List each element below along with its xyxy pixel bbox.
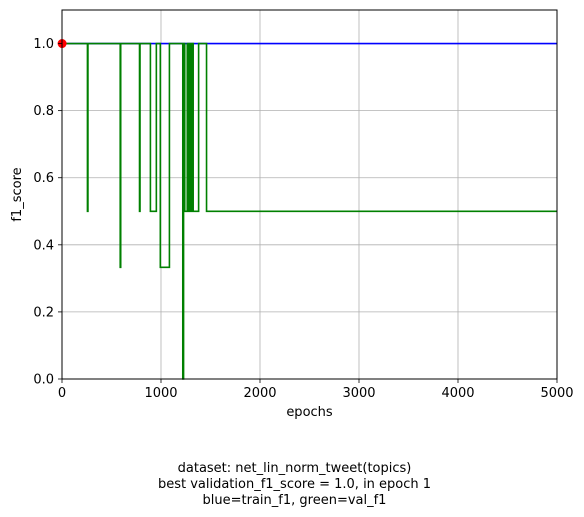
plot-frame <box>61 9 558 380</box>
x-axis-ticks: 0 1000 2000 3000 4000 5000 <box>58 379 574 401</box>
y-tick-label: 0.6 <box>33 171 54 186</box>
x-axis-label: epochs <box>286 405 333 420</box>
caption-line: dataset: net_lin_norm_tweet(topics) <box>178 461 412 476</box>
y-tick-label: 0.8 <box>33 104 54 119</box>
x-tick-label: 5000 <box>540 386 573 401</box>
plot-background <box>62 10 557 379</box>
x-tick-label: 0 <box>58 386 66 401</box>
x-tick-label: 1000 <box>144 386 177 401</box>
x-tick-label: 3000 <box>342 386 375 401</box>
y-tick-label: 1.0 <box>33 37 54 52</box>
y-axis-ticks: 0.0 0.2 0.4 0.6 0.8 1.0 <box>33 37 62 388</box>
y-tick-label: 0.4 <box>33 238 54 253</box>
val-f1-line <box>62 42 557 380</box>
caption: dataset: net_lin_norm_tweet(topics)best … <box>158 461 431 508</box>
y-tick-label: 0.2 <box>33 305 54 320</box>
caption-line: blue=train_f1, green=val_f1 <box>203 493 387 508</box>
y-tick-label: 0.0 <box>33 373 54 388</box>
series-lines <box>62 42 557 380</box>
y-axis-label: f1_score <box>10 167 25 221</box>
x-tick-label: 2000 <box>243 386 276 401</box>
caption-line: best validation_f1_score = 1.0, in epoch… <box>158 477 431 492</box>
x-tick-label: 4000 <box>441 386 474 401</box>
